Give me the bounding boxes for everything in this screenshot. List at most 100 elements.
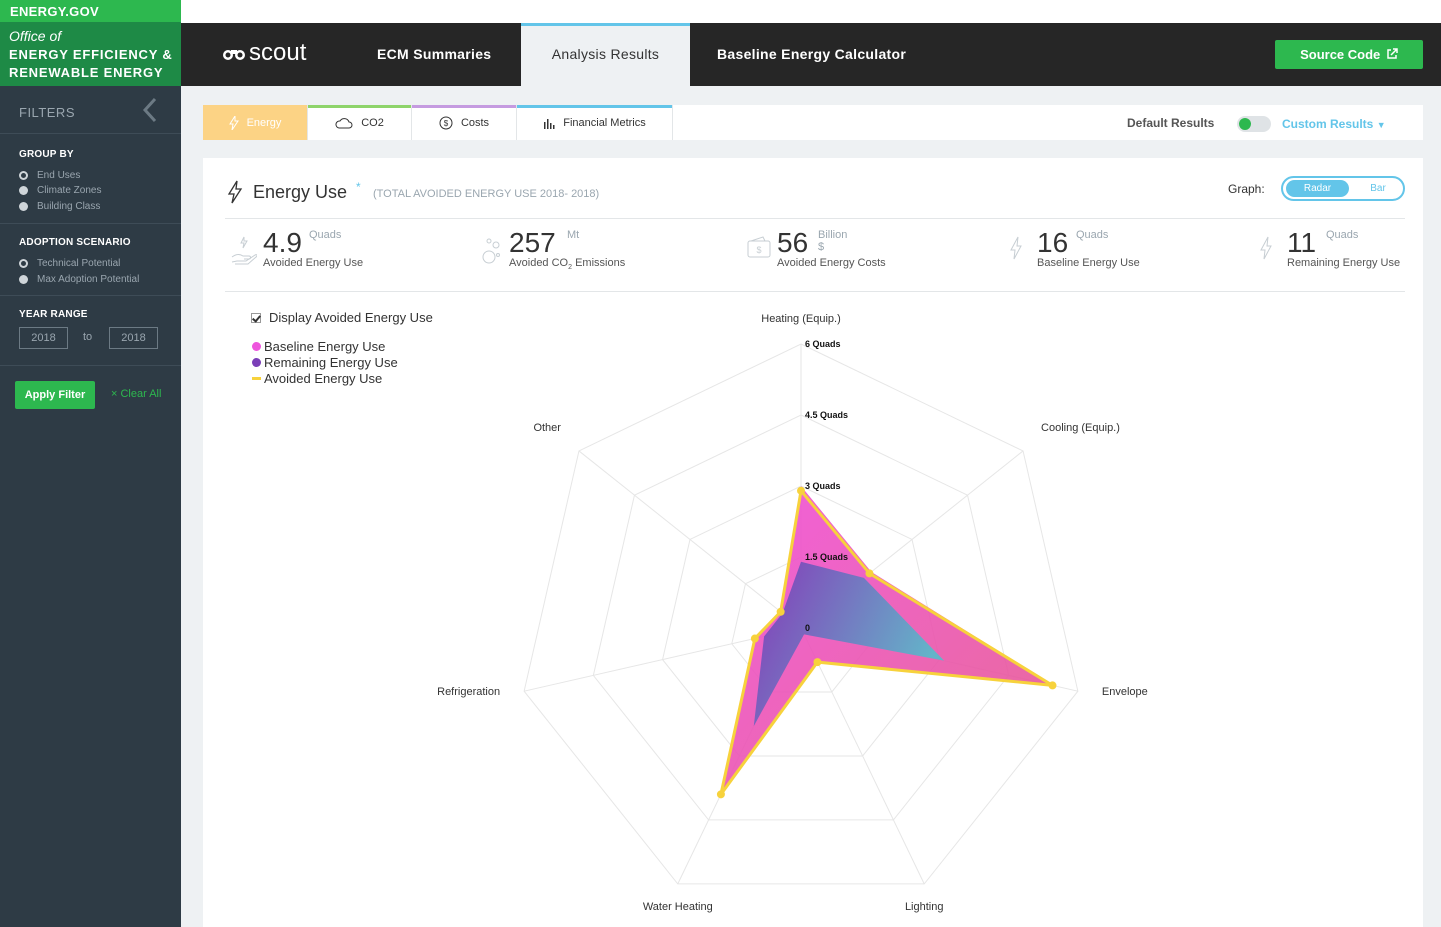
year-to-label: to <box>83 331 93 343</box>
radar-axis-label: Heating (Equip.) <box>761 313 841 325</box>
close-icon: × <box>111 388 121 400</box>
adoption-section: ADOPTION SCENARIO Technical Potential Ma… <box>0 224 181 296</box>
apply-filter-button[interactable]: Apply Filter <box>15 381 95 409</box>
radar-axis-label: Envelope <box>1102 686 1148 698</box>
radar-point-avoided <box>750 634 759 643</box>
radio-climate-zones[interactable]: Climate Zones <box>19 185 101 196</box>
year-to-input[interactable]: 2018 <box>109 327 158 349</box>
result-tabs: Energy CO2 $ Costs Financial Metrics Def… <box>203 105 1423 140</box>
bolt-icon <box>1260 236 1272 260</box>
kpi-label: Baseline Energy Use <box>1037 257 1140 269</box>
cloud-icon <box>335 117 353 128</box>
kpi-unit: Quads <box>1076 229 1109 241</box>
radar-area-remaining <box>753 561 945 727</box>
kpi-unit: Billion $ <box>818 229 848 253</box>
legend-remaining: Remaining Energy Use <box>252 355 398 370</box>
radar-tick-label: 0 <box>805 623 810 633</box>
energy-gov-label[interactable]: ENERGY.GOV <box>0 0 181 22</box>
radio-label: End Uses <box>37 170 81 181</box>
chevron-left-icon[interactable] <box>139 96 161 124</box>
eere-line2: RENEWABLE ENERGY <box>9 65 164 80</box>
svg-text:$: $ <box>756 245 761 255</box>
clear-all-label: Clear All <box>120 388 162 400</box>
radio-label: Building Class <box>37 201 101 212</box>
tab-label: Financial Metrics <box>563 116 646 129</box>
legend-avoided: Avoided Energy Use <box>252 371 382 386</box>
kpi-unit: Quads <box>309 229 342 241</box>
kpi-label: Avoided CO2 Emissions <box>509 257 626 272</box>
scout-logo[interactable]: scout <box>221 39 306 67</box>
checkbox-icon[interactable] <box>251 312 261 323</box>
kpi-value: 16 <box>1037 227 1069 258</box>
legend-label: Remaining Energy Use <box>264 355 398 370</box>
radio-icon[interactable] <box>19 186 28 195</box>
radio-technical-potential[interactable]: Technical Potential <box>19 258 120 269</box>
radar-point-avoided <box>1048 681 1057 690</box>
radio-icon[interactable] <box>19 171 28 180</box>
radio-icon[interactable] <box>19 275 28 284</box>
tab-bar <box>412 105 516 108</box>
group-by-title: GROUP BY <box>19 149 74 160</box>
radio-label: Climate Zones <box>37 185 102 196</box>
nav-analysis-results[interactable]: Analysis Results <box>521 23 690 86</box>
radio-label: Max Adoption Potential <box>37 274 140 285</box>
toggle-knob[interactable] <box>1239 118 1251 130</box>
top-nav: scout ECM Summaries Analysis Results Bas… <box>181 23 1441 86</box>
external-link-icon <box>1387 48 1398 59</box>
legend-swatch <box>252 342 261 351</box>
radar-grid-ring <box>592 414 1010 821</box>
tab-co2[interactable]: CO2 <box>308 105 412 140</box>
bolt-icon <box>227 180 243 204</box>
radar-point-avoided <box>797 486 805 495</box>
clear-all-button[interactable]: × Clear All <box>111 388 161 400</box>
tab-label: Energy <box>246 116 282 129</box>
dollar-circle-icon: $ <box>439 116 453 129</box>
default-results-label: Default Results <box>1127 116 1215 130</box>
graph-label: Graph: <box>1228 182 1265 196</box>
graph-type-switch: Radar Bar <box>1281 176 1405 201</box>
eere-brand[interactable]: ENERGY.GOV Office of ENERGY EFFICIENCY &… <box>0 0 181 86</box>
title-asterisk[interactable]: * <box>356 180 361 194</box>
tab-bar <box>203 105 307 108</box>
radio-end-uses[interactable]: End Uses <box>19 170 80 181</box>
panel-title: Energy Use <box>253 182 348 202</box>
tab-financial-metrics[interactable]: Financial Metrics <box>517 105 673 140</box>
kpi-label: Avoided Energy Costs <box>777 257 886 269</box>
kpi-label: Avoided Energy Use <box>263 257 364 269</box>
caret-down-icon: ▼ <box>1376 120 1386 130</box>
year-range-title: YEAR RANGE <box>19 309 88 320</box>
hand-energy-icon <box>231 236 257 265</box>
radar-grid-ring <box>662 485 940 757</box>
year-from-input[interactable]: 2018 <box>19 327 68 349</box>
radar-spoke <box>578 450 802 629</box>
year-range-section: YEAR RANGE 2018 to 2018 <box>0 296 181 366</box>
radar-point-avoided <box>865 569 874 578</box>
radar-tick-label: 1.5 Quads <box>805 552 848 562</box>
binoculars-icon <box>223 50 245 60</box>
radio-label: Technical Potential <box>37 258 121 269</box>
legend-label: Avoided Energy Use <box>264 371 383 386</box>
graph-bar-option[interactable]: Bar <box>1370 183 1386 194</box>
tab-energy[interactable]: Energy <box>203 105 308 140</box>
tab-costs[interactable]: $ Costs <box>412 105 517 140</box>
bar-chart-icon <box>544 118 555 129</box>
results-toggle[interactable] <box>1237 116 1271 132</box>
graph-radar-option[interactable]: Radar <box>1286 180 1349 197</box>
bolt-icon <box>1010 236 1022 260</box>
nav-ecm-summaries[interactable]: ECM Summaries <box>377 46 492 62</box>
radio-icon[interactable] <box>19 259 28 268</box>
radio-icon[interactable] <box>19 202 28 211</box>
radar-tick-label: 3 Quads <box>805 481 841 491</box>
logo-text: scout <box>249 39 307 66</box>
eere-line1: ENERGY EFFICIENCY & <box>9 47 173 62</box>
radar-axis-label: Refrigeration <box>437 686 500 698</box>
kpi-label: Remaining Energy Use <box>1287 257 1401 269</box>
radio-building-class[interactable]: Building Class <box>19 201 100 212</box>
tab-bar <box>308 105 411 108</box>
radar-point-avoided <box>776 607 785 616</box>
display-avoided-checkbox[interactable]: Display Avoided Energy Use <box>251 310 433 325</box>
custom-results-dropdown[interactable]: Custom Results ▼ <box>1282 117 1386 131</box>
radio-max-adoption[interactable]: Max Adoption Potential <box>19 274 139 285</box>
nav-baseline-calculator[interactable]: Baseline Energy Calculator <box>717 46 907 62</box>
source-code-button[interactable]: Source Code <box>1275 40 1423 69</box>
